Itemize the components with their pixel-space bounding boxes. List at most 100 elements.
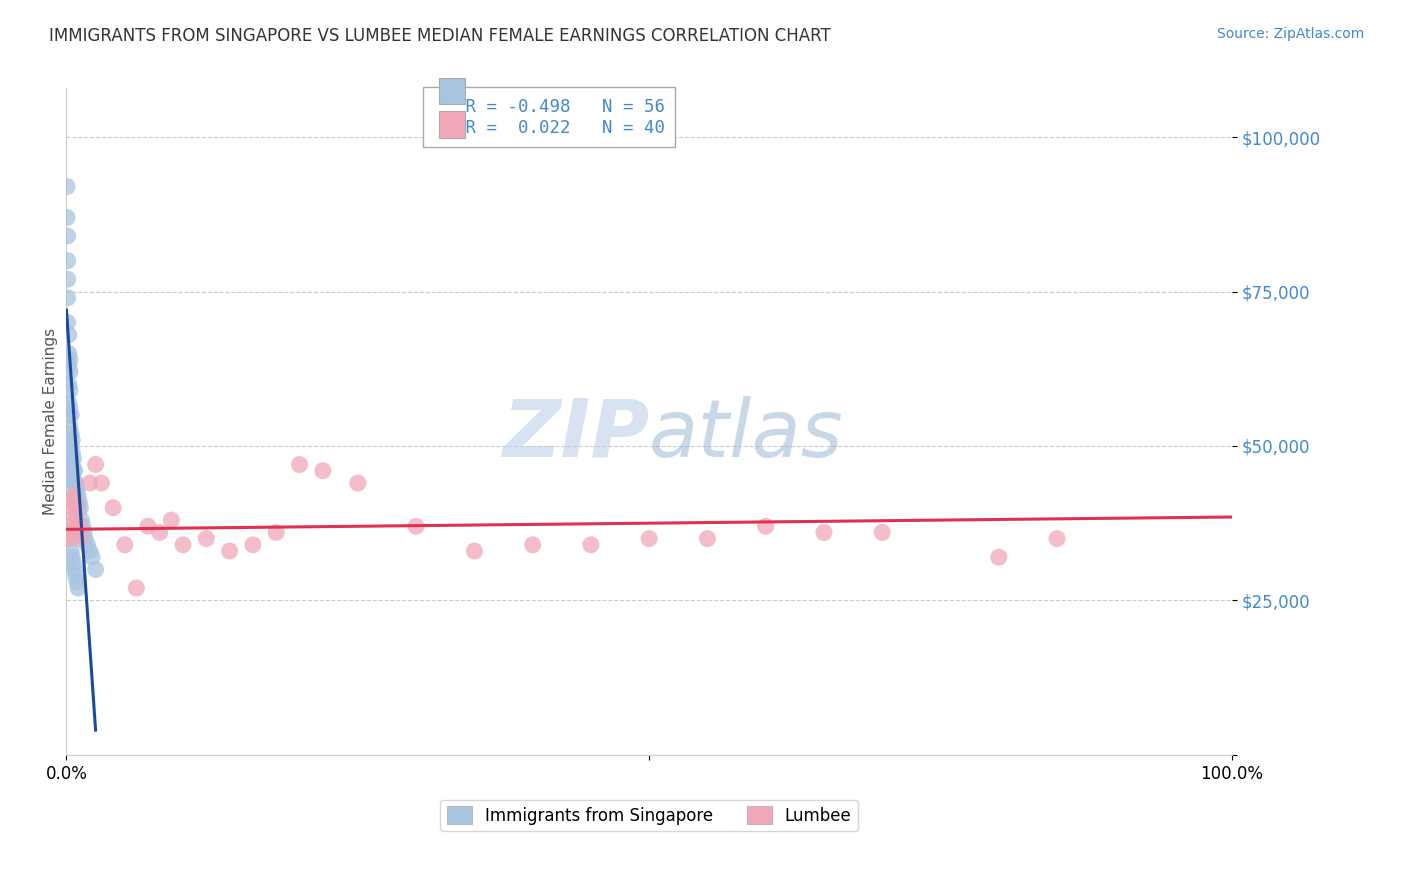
Point xyxy=(90,476,112,491)
Point xyxy=(80,550,103,565)
Point xyxy=(66,513,89,527)
Legend: Immigrants from Singapore, Lumbee: Immigrants from Singapore, Lumbee xyxy=(440,800,858,831)
Point xyxy=(60,439,83,453)
Point xyxy=(72,519,94,533)
Point xyxy=(870,525,893,540)
Point xyxy=(195,532,218,546)
Point xyxy=(59,365,82,379)
Point xyxy=(67,494,90,508)
Point xyxy=(62,557,84,571)
Point xyxy=(60,470,83,484)
Point xyxy=(65,568,87,582)
Point xyxy=(56,315,79,329)
Point xyxy=(813,525,835,540)
Point xyxy=(56,211,79,225)
Point xyxy=(60,445,83,459)
Point xyxy=(73,525,96,540)
Point xyxy=(67,500,90,515)
Point xyxy=(59,420,82,434)
Point xyxy=(58,519,80,533)
Point xyxy=(60,550,83,565)
Text: R = -0.498   N = 56
   R =  0.022   N = 40: R = -0.498 N = 56 R = 0.022 N = 40 xyxy=(433,98,665,136)
Point xyxy=(463,544,485,558)
Text: IMMIGRANTS FROM SINGAPORE VS LUMBEE MEDIAN FEMALE EARNINGS CORRELATION CHART: IMMIGRANTS FROM SINGAPORE VS LUMBEE MEDI… xyxy=(49,27,831,45)
Point xyxy=(56,179,79,194)
Point xyxy=(66,574,89,589)
Text: atlas: atlas xyxy=(650,396,844,474)
Point xyxy=(136,519,159,533)
Point xyxy=(264,525,287,540)
Point xyxy=(63,464,86,478)
Point xyxy=(1046,532,1069,546)
Point xyxy=(75,532,97,546)
Point xyxy=(59,525,82,540)
Point xyxy=(63,476,86,491)
Point xyxy=(66,482,89,496)
Y-axis label: Median Female Earnings: Median Female Earnings xyxy=(44,327,58,515)
Point xyxy=(987,550,1010,565)
Point xyxy=(696,532,718,546)
Point xyxy=(58,327,80,342)
Point xyxy=(62,451,84,466)
Point xyxy=(579,538,602,552)
Point xyxy=(58,346,80,360)
Point xyxy=(288,458,311,472)
Point xyxy=(84,562,107,576)
Point xyxy=(67,581,90,595)
Point xyxy=(69,500,91,515)
Point xyxy=(59,401,82,416)
Point xyxy=(62,464,84,478)
Point xyxy=(218,544,240,558)
Point xyxy=(65,488,87,502)
Text: ZIP: ZIP xyxy=(502,396,650,474)
Point xyxy=(60,451,83,466)
Point xyxy=(101,500,124,515)
Point xyxy=(63,494,86,508)
Point xyxy=(56,291,79,305)
Point xyxy=(59,352,82,367)
Point xyxy=(58,395,80,409)
Point xyxy=(56,229,79,244)
Point xyxy=(160,513,183,527)
Point xyxy=(79,544,101,558)
Point xyxy=(59,384,82,398)
Point xyxy=(69,532,91,546)
FancyBboxPatch shape xyxy=(440,78,465,104)
Point xyxy=(172,538,194,552)
Point xyxy=(67,525,90,540)
Point xyxy=(60,544,83,558)
Point xyxy=(56,532,79,546)
Point xyxy=(114,538,136,552)
Point xyxy=(84,458,107,472)
Point xyxy=(63,488,86,502)
Point xyxy=(638,532,661,546)
Point xyxy=(60,458,83,472)
Point xyxy=(79,476,101,491)
Point xyxy=(62,476,84,491)
Point xyxy=(60,500,83,515)
Point xyxy=(67,488,90,502)
Point xyxy=(60,426,83,441)
Point xyxy=(242,538,264,552)
Point xyxy=(755,519,778,533)
Point xyxy=(56,272,79,286)
Point xyxy=(63,562,86,576)
Point xyxy=(59,532,82,546)
Point xyxy=(65,476,87,491)
FancyBboxPatch shape xyxy=(440,112,465,137)
Point xyxy=(60,408,83,422)
Point xyxy=(149,525,172,540)
Point xyxy=(60,433,83,447)
Point xyxy=(76,538,98,552)
Point xyxy=(62,488,84,502)
Point xyxy=(312,464,335,478)
Point xyxy=(66,494,89,508)
Point xyxy=(522,538,544,552)
Point xyxy=(405,519,427,533)
Point xyxy=(346,476,368,491)
Point xyxy=(65,500,87,515)
Point xyxy=(125,581,148,595)
Point xyxy=(58,359,80,373)
Point xyxy=(58,377,80,392)
Text: Source: ZipAtlas.com: Source: ZipAtlas.com xyxy=(1216,27,1364,41)
